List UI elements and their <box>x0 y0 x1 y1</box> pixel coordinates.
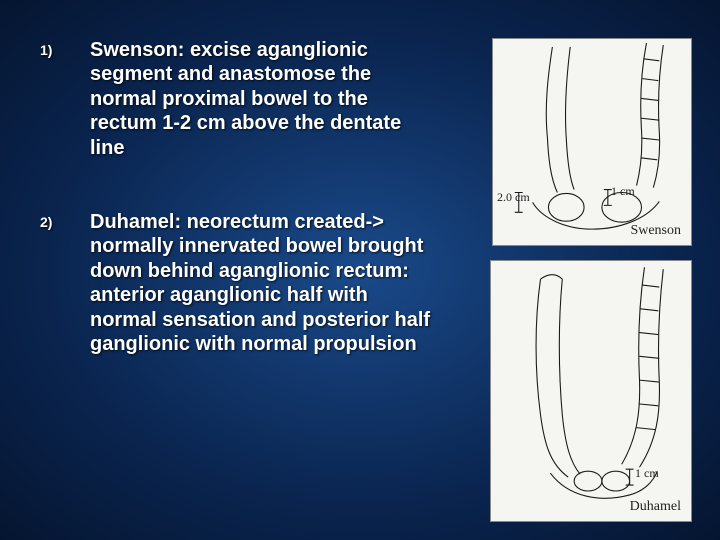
figure-caption: Swenson <box>630 223 681 239</box>
item-text: Swenson: excise aganglionic segment and … <box>90 38 435 160</box>
figure-label-right: 1 cm <box>611 184 635 199</box>
figure-label-right: 1 cm <box>635 466 659 481</box>
bullet-number: 2) <box>40 210 90 356</box>
item-text: Duhamel: neorectum created-> normally in… <box>90 210 435 356</box>
figure-swenson: 2.0 cm 1 cm Swenson <box>492 38 692 246</box>
swenson-diagram-icon <box>493 39 691 245</box>
figure-column: 2.0 cm 1 cm Swenson <box>435 38 700 520</box>
duhamel-diagram-icon <box>491 261 691 521</box>
figure-duhamel: 1 cm Duhamel <box>490 260 692 522</box>
figure-label-left: 2.0 cm <box>497 190 530 205</box>
list-item: 1) Swenson: excise aganglionic segment a… <box>40 38 435 160</box>
figure-caption: Duhamel <box>630 499 681 515</box>
bullet-number: 1) <box>40 38 90 160</box>
list-item: 2) Duhamel: neorectum created-> normally… <box>40 210 435 356</box>
slide-root: 1) Swenson: excise aganglionic segment a… <box>0 0 720 540</box>
text-column: 1) Swenson: excise aganglionic segment a… <box>40 38 435 520</box>
